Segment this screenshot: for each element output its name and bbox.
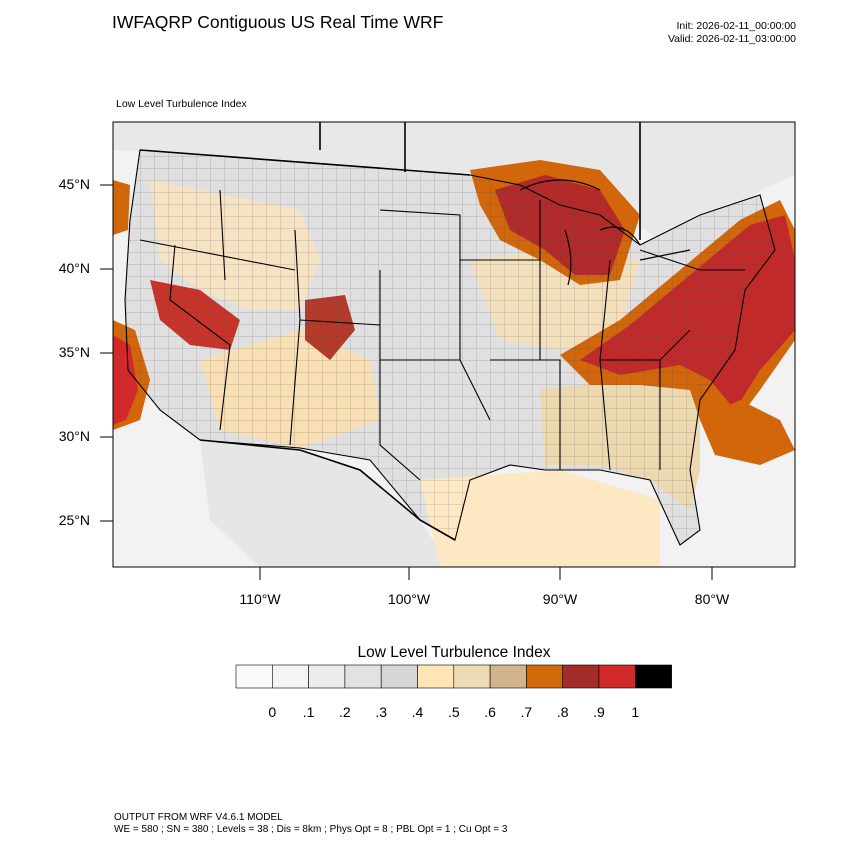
colorbar-box — [634, 664, 672, 689]
colorbar — [235, 664, 672, 689]
colorbar-box — [417, 664, 455, 689]
lake-outlines — [519, 179, 691, 286]
colorbar-box — [489, 664, 527, 689]
footer: OUTPUT FROM WRF V4.6.1 MODEL WE = 580 ; … — [114, 812, 507, 836]
mexico-region — [200, 440, 450, 567]
gulf-low-zone — [420, 470, 660, 567]
lat-label-45: 45°N — [58, 176, 90, 192]
colorbar-tick-label: .8 — [556, 704, 569, 720]
colorbar-box — [453, 664, 491, 689]
county-lines — [125, 150, 775, 545]
colorbar-tick-label: .5 — [447, 704, 460, 720]
map-frame — [112, 121, 796, 568]
plot-title: IWFAQRP Contiguous US Real Time WRF — [112, 12, 444, 32]
colorbar-tick-label: 1 — [631, 704, 640, 720]
colorbar-tick-label: 0 — [268, 704, 277, 720]
colorbar-box — [380, 664, 418, 689]
colorbar-box — [562, 664, 600, 689]
lon-label-80: 80°W — [694, 591, 730, 607]
colorbar-box — [271, 664, 309, 689]
lat-label-35: 35°N — [58, 344, 90, 360]
field-label: Low Level Turbulence Index — [116, 98, 247, 110]
time-info: Init: 2026-02-11_00:00:00 Valid: 2026-02… — [668, 20, 796, 46]
footer-model: OUTPUT FROM WRF V4.6.1 MODEL — [114, 812, 283, 823]
nw-coast-orange — [113, 180, 130, 235]
valid-time: Valid: 2026-02-11_03:00:00 — [667, 33, 796, 45]
country-borders — [139, 122, 641, 541]
colorbar-title: Low Level Turbulence Index — [357, 644, 551, 661]
colorbar-tick-label: .6 — [484, 704, 496, 720]
lat-label-40: 40°N — [58, 260, 90, 276]
lon-label-110: 110°W — [239, 591, 281, 607]
colorbar-tick-label: .7 — [520, 704, 533, 720]
colorbar-box — [308, 664, 346, 689]
lat-label-30: 30°N — [58, 428, 90, 444]
colorbar-box — [344, 664, 382, 689]
colorbar-tick-label: .2 — [339, 704, 351, 720]
lon-label-100: 100°W — [387, 591, 431, 607]
lon-label-90: 90°W — [542, 591, 578, 607]
colorbar-box — [526, 664, 564, 689]
lat-label-25: 25°N — [58, 512, 90, 528]
init-time: Init: 2026-02-11_00:00:00 — [676, 20, 796, 32]
axis-ticks — [100, 184, 713, 580]
colorbar-box — [235, 664, 273, 689]
colorbar-tick-label: .9 — [593, 704, 605, 720]
map-field — [113, 122, 795, 567]
colorbar-tick-label: .4 — [411, 704, 424, 720]
colorbar-box — [598, 664, 636, 689]
colorbar-tick-label: .3 — [375, 704, 388, 720]
footer-config: WE = 580 ; SN = 380 ; Levels = 38 ; Dis … — [114, 824, 508, 835]
atlantic-orange-zone — [700, 400, 795, 465]
colorbar-tick-label: .1 — [302, 704, 315, 720]
state-borders — [124, 149, 776, 546]
